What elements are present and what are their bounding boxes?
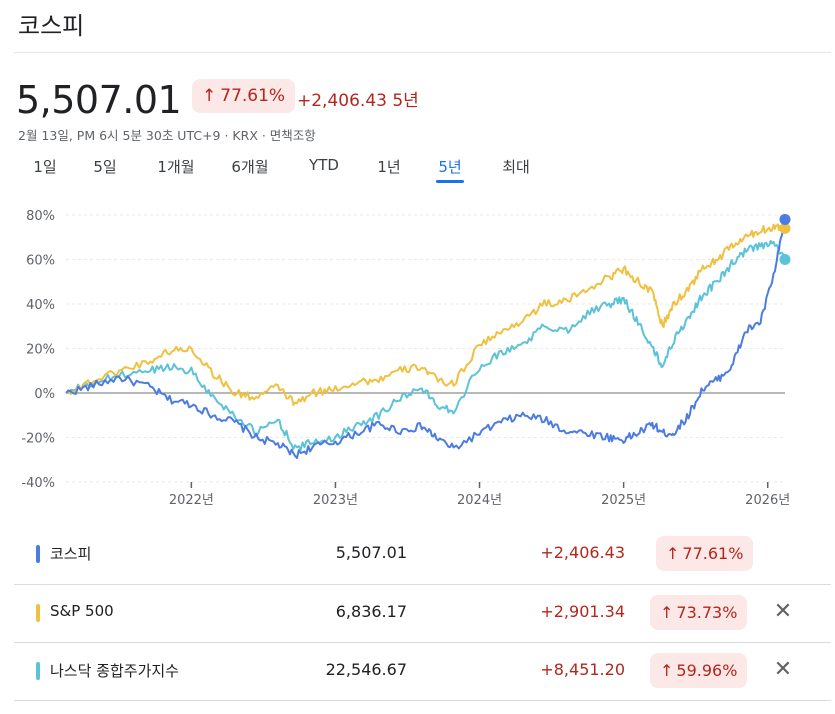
timestamp: 2월 13일, PM 6시 5분 30초 UTC+9 · KRX · 면책조항: [18, 128, 316, 143]
tab-max[interactable]: 최대: [502, 158, 530, 176]
pct-change-value: 77.61%: [220, 86, 286, 106]
chart-axes: 80% 60% 40% 20% 0% -20% -40% 2022년 2023년 2024년 202…: [21, 209, 790, 508]
close-icon[interactable]: ✕: [773, 656, 793, 682]
series-change: +8,451.20: [540, 660, 625, 679]
tab-5y[interactable]: 5년: [438, 158, 462, 176]
y-tick-label: 80%: [26, 209, 55, 224]
tab-1d[interactable]: 1일: [33, 158, 57, 176]
x-tick-label: 2023년: [313, 493, 358, 508]
chart-end-dots: [779, 213, 791, 265]
y-tick-label: -20%: [21, 432, 55, 447]
series-change: +2,406.43: [540, 543, 625, 562]
series-color-bar: [36, 604, 40, 622]
y-tick-label: 20%: [26, 343, 55, 358]
series-color-bar: [36, 545, 40, 563]
legend-divider: [14, 584, 831, 585]
series-line-0: [65, 219, 786, 459]
legend-divider: [14, 642, 831, 643]
x-tick-label: 2025년: [601, 493, 646, 508]
series-name: 나스닥 종합주가지수: [50, 662, 179, 680]
series-change: +2,901.34: [540, 602, 625, 621]
current-price: 5,507.01: [16, 78, 182, 122]
close-icon[interactable]: ✕: [773, 598, 793, 624]
series-end-dot-2: [779, 254, 791, 265]
pct-change-badge: ↑ 77.61%: [192, 79, 296, 113]
series-name: 코스피: [50, 545, 92, 563]
tab-6m[interactable]: 6개월: [231, 158, 269, 176]
series-end-dot-0: [779, 213, 791, 225]
header-divider: [14, 52, 831, 53]
legend-row-sp500[interactable]: S&P 500 6,836.17 +2,901.34 ↑ 73.73% ✕: [14, 585, 831, 642]
change-period: 5년: [392, 91, 419, 111]
legend-divider: [14, 700, 831, 701]
y-tick-label: 40%: [26, 298, 55, 313]
chart-series: [65, 219, 786, 459]
y-tick-label: 0%: [34, 387, 55, 402]
series-pct: 73.73%: [676, 603, 738, 622]
series-pct-badge: ↑ 77.61%: [656, 536, 754, 571]
series-value: 22,546.67: [325, 660, 407, 679]
arrow-up-icon: ↑: [202, 86, 217, 106]
tab-1m[interactable]: 1개월: [157, 158, 195, 176]
abs-change-value: +2,406.43: [297, 91, 387, 111]
legend-row-nasdaq[interactable]: 나스닥 종합주가지수 22,546.67 +8,451.20 ↑ 59.96% ✕: [14, 643, 831, 700]
arrow-up-icon: ↑: [660, 603, 674, 622]
arrow-up-icon: ↑: [666, 544, 680, 563]
series-name: S&P 500: [50, 602, 114, 620]
y-tick-label: -40%: [21, 476, 55, 491]
chart-grid: [66, 214, 785, 483]
series-pct: 59.96%: [676, 661, 738, 680]
tab-ytd[interactable]: YTD: [309, 156, 339, 174]
series-line-1: [65, 223, 786, 406]
page-title: 코스피: [18, 12, 85, 40]
abs-change: +2,406.43 5년: [297, 86, 419, 111]
arrow-up-icon: ↑: [660, 661, 674, 680]
x-tick-label: 2024년: [457, 493, 502, 508]
series-pct: 77.61%: [682, 544, 744, 563]
x-tick-label: 2022년: [169, 493, 214, 508]
series-value: 5,507.01: [335, 543, 407, 562]
series-pct-badge: ↑ 59.96%: [650, 653, 748, 688]
tab-1y[interactable]: 1년: [377, 158, 401, 176]
series-end-dot-1: [779, 222, 791, 234]
tab-5d[interactable]: 5일: [93, 158, 117, 176]
legend-row-kospi[interactable]: 코스피 5,507.01 +2,406.43 ↑ 77.61%: [14, 526, 831, 583]
y-tick-label: 60%: [26, 254, 55, 269]
active-tab-indicator: [436, 180, 464, 183]
line-chart: 80% 60% 40% 20% 0% -20% -40% 2022년 2023년 2024년 202…: [21, 209, 791, 508]
series-value: 6,836.17: [335, 602, 407, 621]
series-line-2: [65, 240, 786, 451]
series-color-bar: [36, 662, 40, 680]
series-pct-badge: ↑ 73.73%: [650, 595, 748, 630]
x-tick-label: 2026년: [745, 493, 790, 508]
